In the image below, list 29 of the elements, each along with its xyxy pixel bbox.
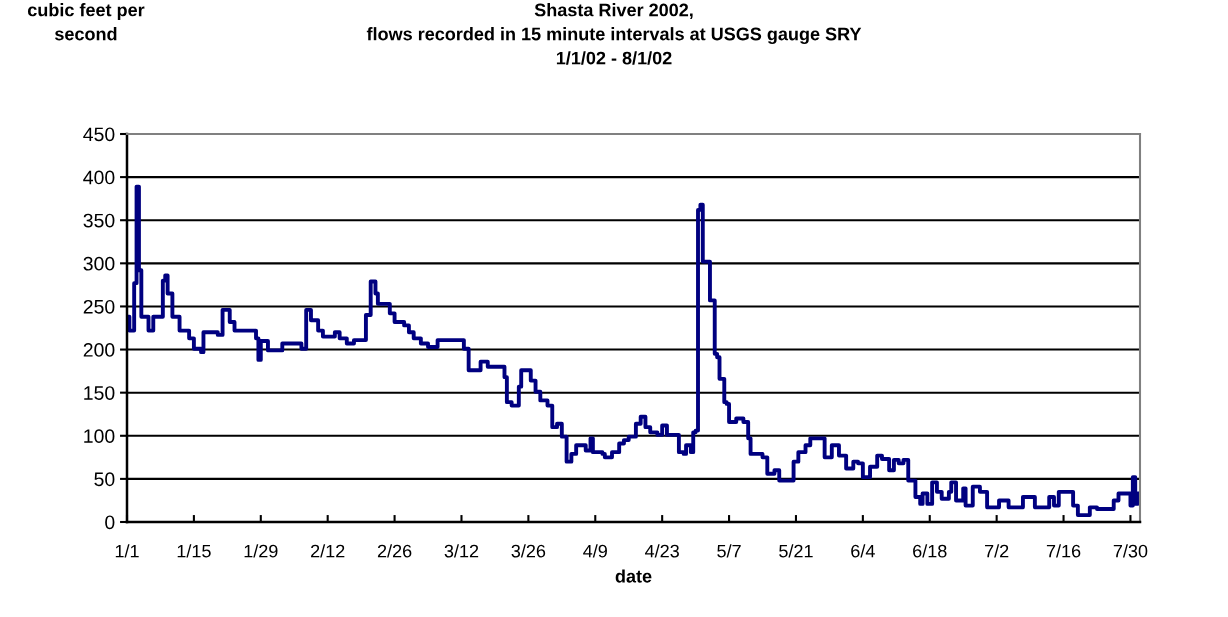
y-tick-label: 200: [83, 343, 115, 357]
y-tick-label: 150: [84, 386, 115, 400]
y-tick-label: 400: [83, 170, 115, 185]
x-tick-label: 2/26: [377, 544, 412, 558]
y-axis-title: cubic feet per second: [27, 3, 145, 41]
y-tick-label: 100: [84, 429, 115, 444]
y-tick-label: 250: [83, 299, 115, 314]
x-tick-label: 1/29: [244, 544, 278, 558]
x-tick-label: 7/16: [1046, 544, 1081, 558]
y-tick-label: 350: [83, 213, 115, 228]
x-tick-label: 5/21: [779, 544, 813, 558]
x-axis-title: date: [615, 569, 652, 583]
x-tick-label: 7/2: [985, 544, 1009, 558]
x-tick-label: 2/12: [311, 544, 345, 558]
y-tick-label: 300: [83, 256, 115, 271]
x-tick-label: 5/7: [717, 544, 741, 558]
x-tick-label: 6/18: [913, 544, 947, 558]
x-tick-label: 1/15: [177, 544, 211, 558]
x-tick-label: 6/4: [851, 544, 875, 558]
x-tick-label: 3/26: [511, 544, 546, 558]
x-tick-label: 1/1: [115, 544, 139, 558]
chart-title: Shasta River 2002, flows recorded in 15 minute intervals at USGS gauge SRY 1/1/02 - 8/1/02: [366, 3, 862, 65]
y-tick-label: 0: [105, 515, 115, 530]
x-tick-label: 3/12: [444, 544, 479, 558]
y-tick-label: 50: [94, 472, 115, 487]
x-tick-label: 7/30: [1113, 544, 1148, 558]
x-tick-label: 4/9: [583, 544, 607, 558]
y-tick-label: 450: [83, 127, 115, 142]
x-tick-label: 4/23: [645, 544, 679, 558]
